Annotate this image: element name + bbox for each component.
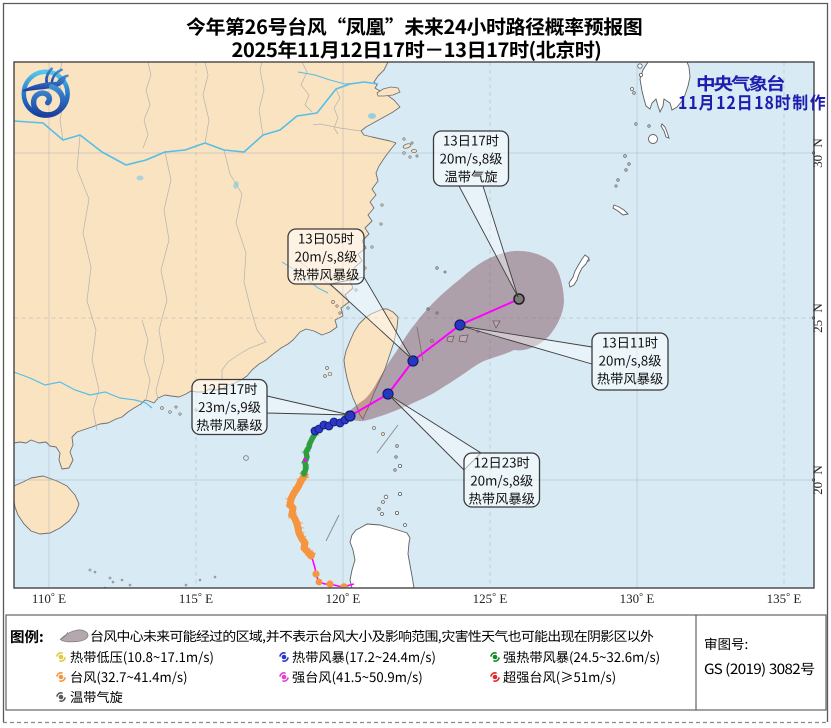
svg-text:135° E: 135° E [767, 591, 802, 606]
svg-text:120° E: 120° E [326, 591, 361, 606]
svg-text:130° E: 130° E [620, 591, 655, 606]
svg-text:125° E: 125° E [473, 591, 508, 606]
svg-text:110° E: 110° E [32, 591, 66, 606]
svg-text:30° N: 30° N [810, 138, 825, 168]
svg-text:20° N: 20° N [810, 465, 825, 495]
svg-text:115° E: 115° E [179, 591, 213, 606]
svg-text:25° N: 25° N [810, 303, 825, 333]
